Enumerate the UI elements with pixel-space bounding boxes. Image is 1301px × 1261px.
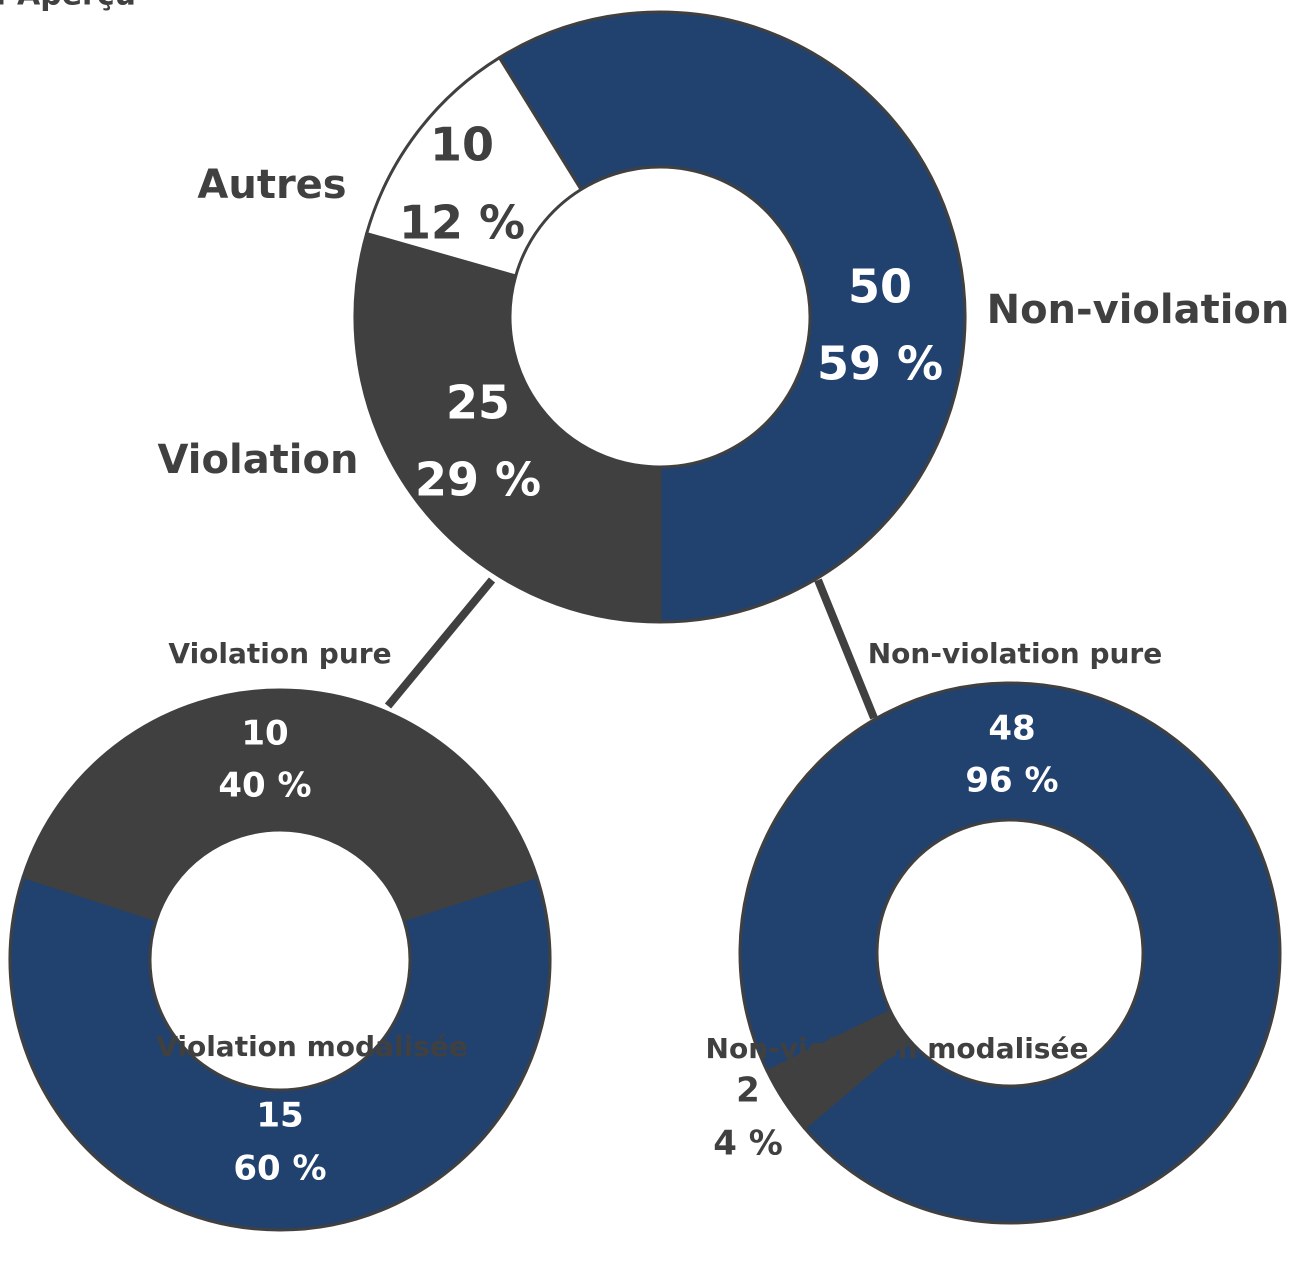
value-label: 15 xyxy=(256,1096,303,1136)
percentage-label: 4 % xyxy=(713,1124,783,1164)
category-label: Violation pure xyxy=(168,637,391,670)
category-label: Autres xyxy=(197,162,346,208)
percentage-label: 59 % xyxy=(817,337,943,391)
value-label: 50 xyxy=(848,260,912,314)
connector xyxy=(814,578,878,720)
donut-slice xyxy=(8,875,552,1232)
value-label: 25 xyxy=(446,376,510,430)
category-label: Non-violation pure xyxy=(868,637,1162,670)
percentage-label: 40 % xyxy=(218,766,311,806)
category-label: Violation modalisée xyxy=(156,1030,468,1063)
donut-slice xyxy=(21,688,539,922)
donut-slice xyxy=(353,232,662,624)
value-label: 10 xyxy=(430,118,494,172)
category-label: Violation xyxy=(158,437,359,483)
percentage-label: 12 % xyxy=(399,196,525,250)
page-title: I. Aperçu xyxy=(0,0,136,13)
percentage-label: 96 % xyxy=(965,761,1058,801)
connector xyxy=(384,577,496,709)
value-label: 10 xyxy=(241,714,288,754)
donut-slice xyxy=(765,1009,911,1130)
donut-slice xyxy=(365,56,583,278)
value-label: 2 xyxy=(736,1071,760,1111)
category-label: Non-violation xyxy=(987,287,1290,333)
donut-slice xyxy=(738,681,1282,1225)
percentage-label: 60 % xyxy=(233,1149,326,1189)
percentage-label: 29 % xyxy=(415,453,541,507)
value-label: 48 xyxy=(988,709,1035,749)
donut-slice xyxy=(497,10,967,624)
category-label: Non-violation modalisée xyxy=(706,1032,1089,1065)
